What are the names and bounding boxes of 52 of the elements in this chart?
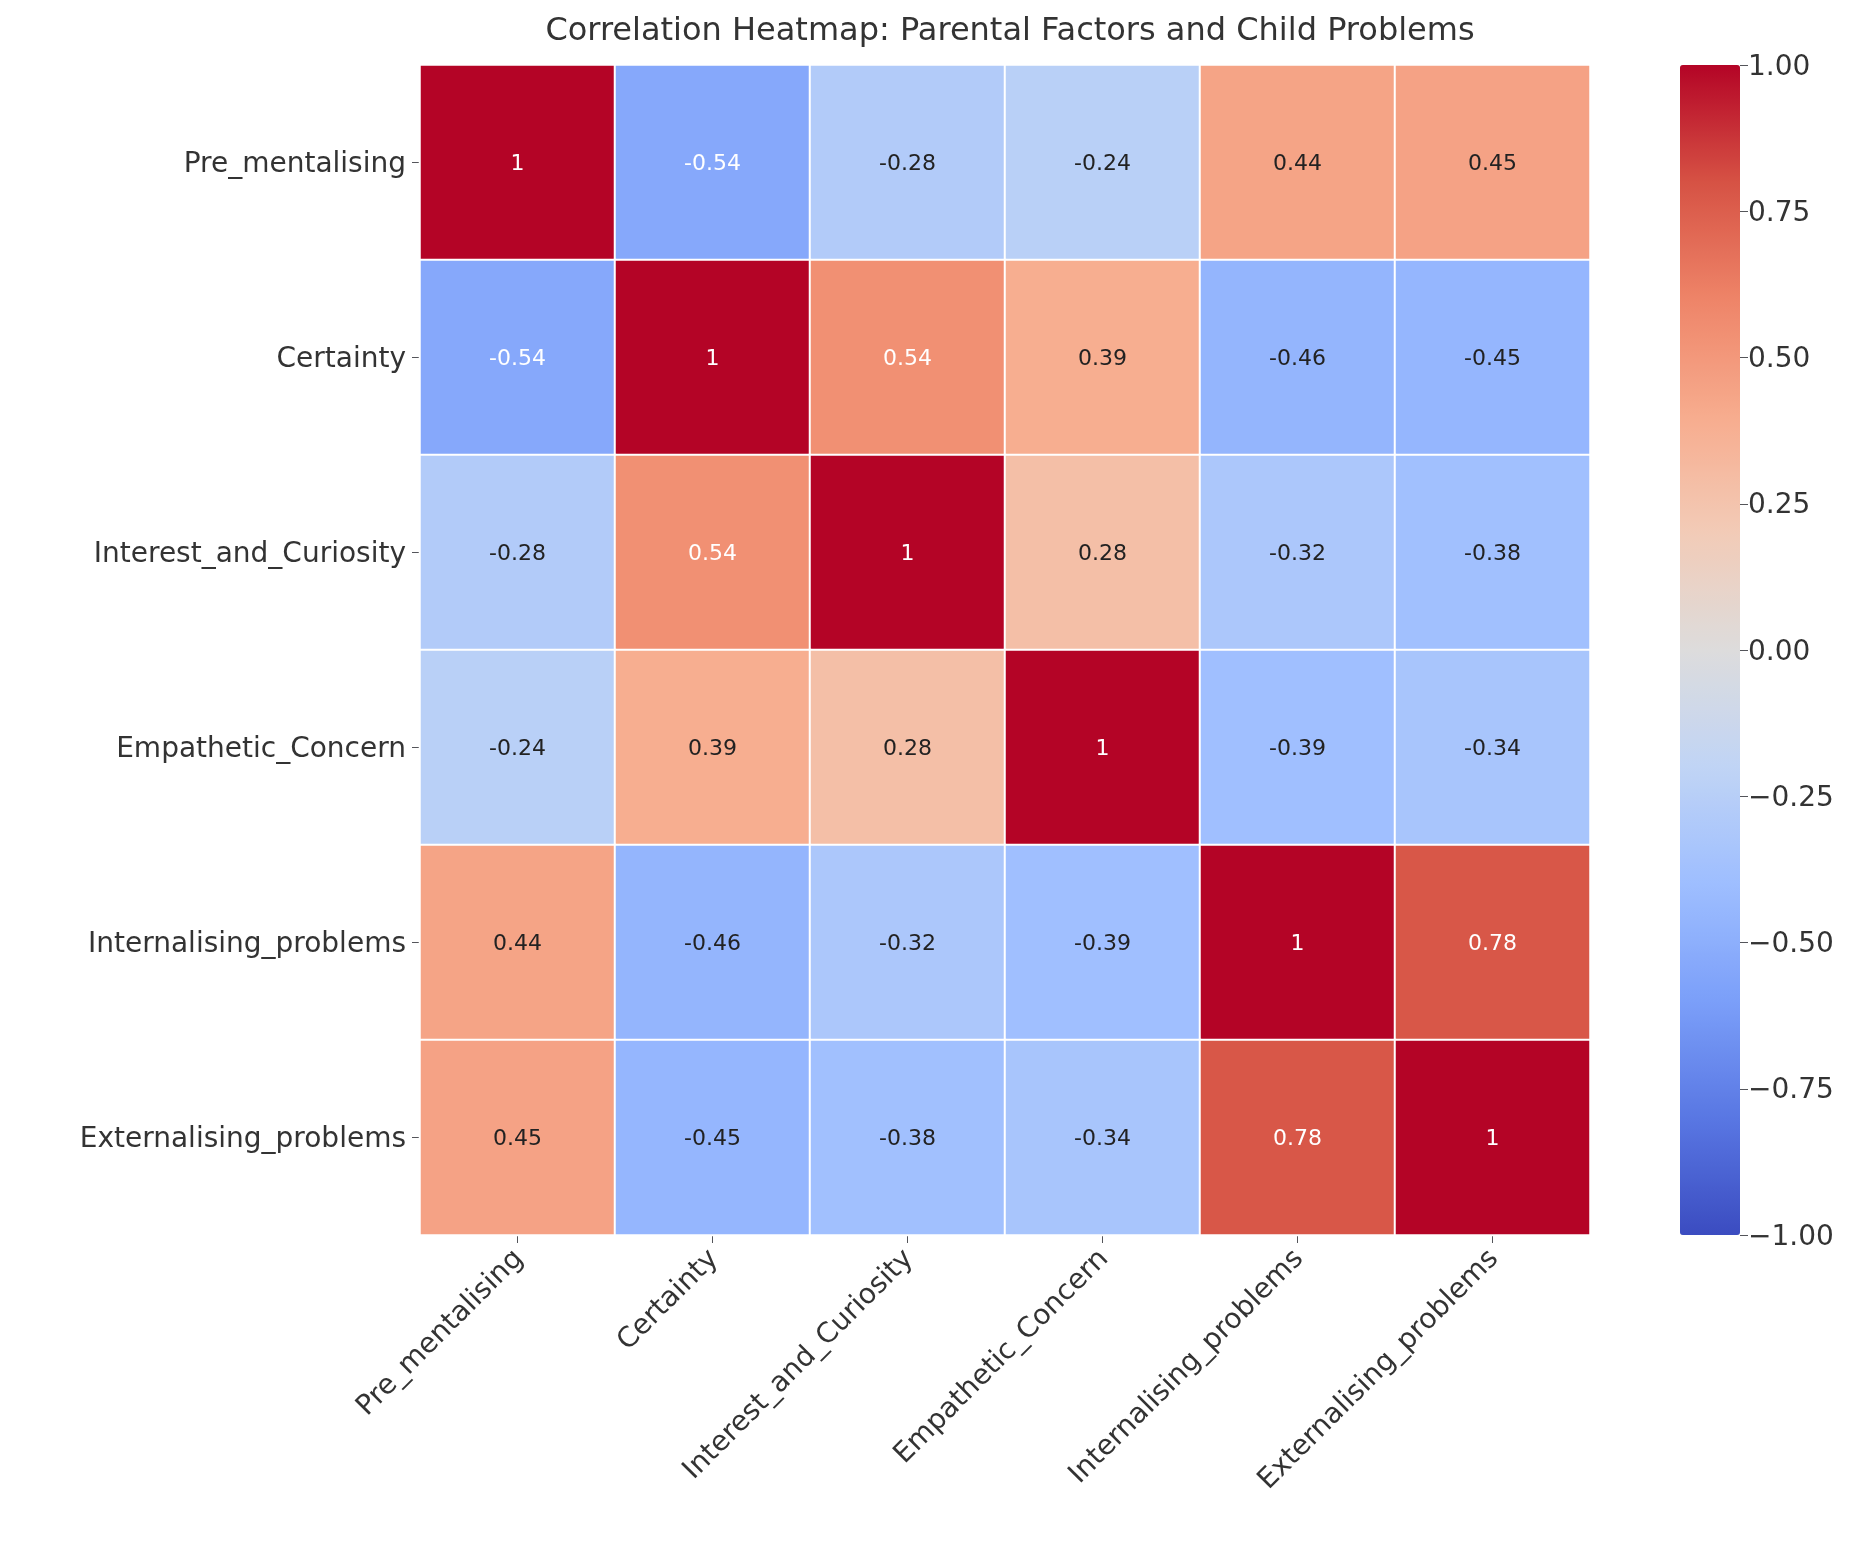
data-label: -0.38 xyxy=(1464,540,1521,565)
y-tick-label: Interest_and_Curiosity xyxy=(93,536,406,569)
data-label: -0.32 xyxy=(879,930,936,955)
data-label: -0.34 xyxy=(1464,735,1521,760)
data-label: 1 xyxy=(510,150,525,175)
data-label: 0.78 xyxy=(1273,1125,1322,1150)
data-label: 0.54 xyxy=(883,345,932,370)
data-label: 1 xyxy=(900,540,915,565)
data-label: 1 xyxy=(1485,1125,1500,1150)
data-label: -0.46 xyxy=(684,930,741,955)
data-label: 0.44 xyxy=(493,930,542,955)
data-label: -0.54 xyxy=(684,150,741,175)
color-bar-label: 0.50 xyxy=(1748,341,1811,374)
data-label: -0.28 xyxy=(489,540,546,565)
color-bar-label: 0.00 xyxy=(1748,633,1811,667)
data-label: -0.38 xyxy=(879,1125,936,1150)
y-tick-label: Pre_mentalising xyxy=(183,146,406,179)
data-label: -0.34 xyxy=(1074,1125,1131,1150)
data-label: -0.28 xyxy=(879,150,936,175)
data-label: 0.28 xyxy=(1078,540,1127,565)
color-bar-label: −0.25 xyxy=(1748,779,1834,813)
color-bar-label: 0.75 xyxy=(1748,194,1811,228)
data-label: -0.24 xyxy=(1074,150,1131,175)
data-label: -0.45 xyxy=(1464,345,1521,370)
data-label: -0.39 xyxy=(1074,930,1131,955)
data-label: 0.44 xyxy=(1273,150,1322,175)
data-label: 1 xyxy=(1095,735,1110,760)
y-tick-label: Internalising_problems xyxy=(87,926,406,959)
data-label: 0.45 xyxy=(493,1125,542,1150)
data-label: 0.78 xyxy=(1468,930,1517,955)
data-label: -0.45 xyxy=(684,1125,741,1150)
color-bar-label: 1.00 xyxy=(1748,48,1811,82)
y-tick-label: Empathetic_Concern xyxy=(116,731,406,764)
color-bar-label: −1.00 xyxy=(1748,1218,1834,1252)
color-bar-label: 0.25 xyxy=(1748,487,1811,521)
data-label: -0.46 xyxy=(1269,345,1326,370)
data-label: -0.24 xyxy=(489,735,546,760)
data-label: 0.39 xyxy=(688,735,737,760)
data-label: 0.54 xyxy=(688,540,737,565)
data-label: 0.39 xyxy=(1078,345,1127,370)
data-label: -0.32 xyxy=(1269,540,1326,565)
data-label: 1 xyxy=(705,345,720,370)
y-tick-label: Externalising_problems xyxy=(79,1121,406,1154)
data-label: 0.28 xyxy=(883,735,932,760)
data-label: -0.54 xyxy=(489,345,546,370)
chart-title: Correlation Heatmap: Parental Factors and Child Problems xyxy=(545,10,1475,48)
data-label: 1 xyxy=(1290,930,1305,955)
data-label: -0.39 xyxy=(1269,735,1326,760)
color-bar-label: −0.50 xyxy=(1748,926,1834,959)
data-label: 0.45 xyxy=(1468,150,1517,175)
color-bar-label: −0.75 xyxy=(1748,1072,1834,1106)
y-tick-label: Certainty xyxy=(276,341,406,374)
